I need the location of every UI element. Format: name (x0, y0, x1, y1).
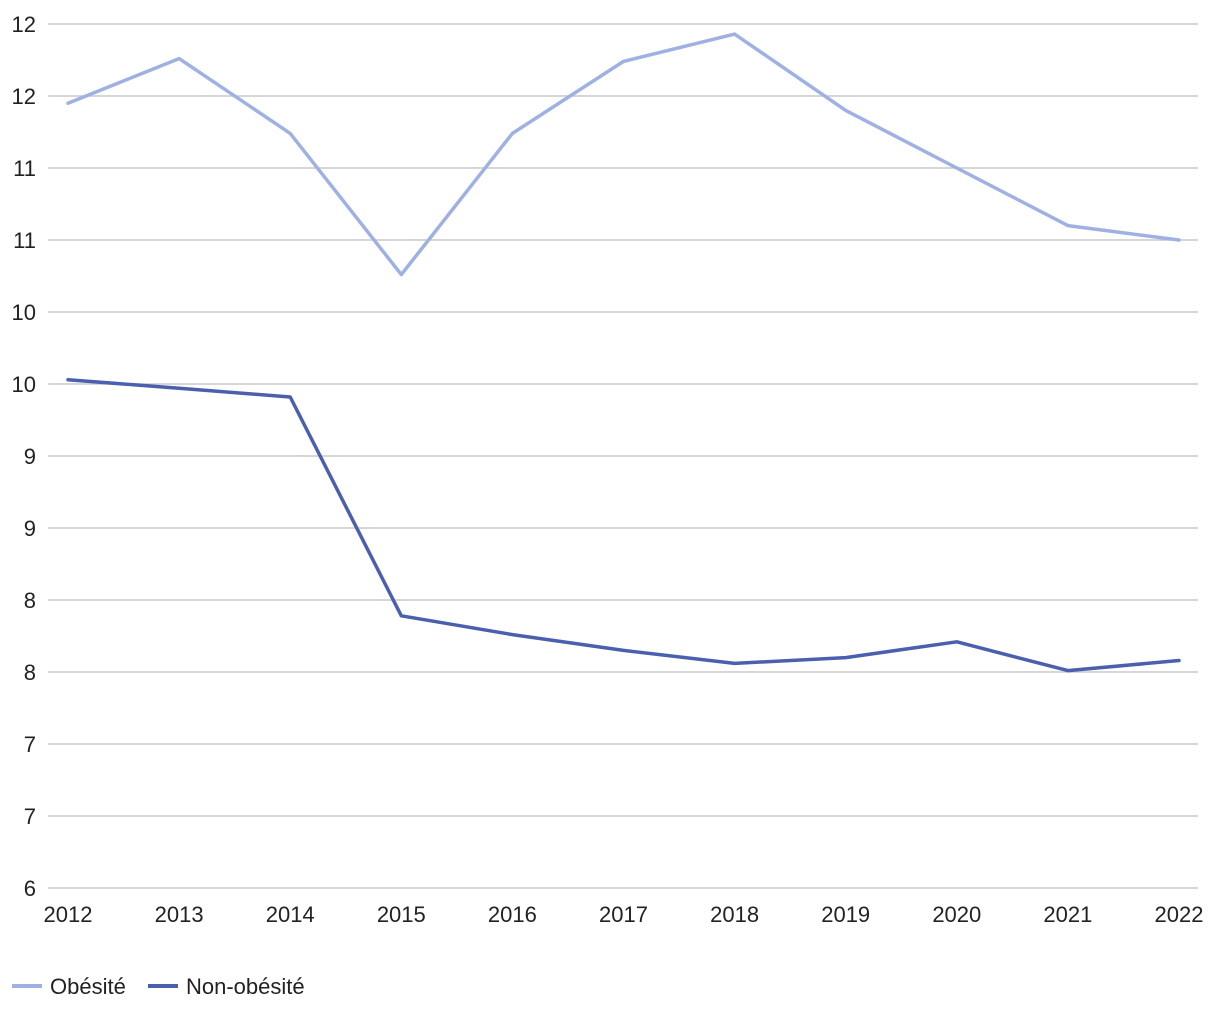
x-tick-label: 2017 (599, 902, 648, 927)
series-line-non-obesite (66, 377, 1181, 673)
x-tick-label: 2020 (932, 902, 981, 927)
x-axis-ticks: 2012 2013 2014 2015 2016 2017 2018 2019 2020 2021… (44, 902, 1204, 927)
y-tick-label: 10 (12, 372, 36, 397)
series-line-obesite (66, 32, 1181, 277)
y-tick-label: 11 (13, 228, 36, 253)
y-tick-label: 7 (24, 804, 36, 829)
y-tick-label: 8 (24, 660, 36, 685)
x-tick-label: 2015 (377, 902, 426, 927)
x-tick-label: 2022 (1155, 902, 1204, 927)
x-tick-label: 2012 (44, 902, 93, 927)
x-tick-label: 2016 (488, 902, 537, 927)
legend-label-obesite: Obésité (50, 974, 126, 999)
gridlines (48, 23, 1198, 889)
y-tick-label: 9 (24, 444, 36, 469)
x-tick-label: 2013 (155, 902, 204, 927)
series-lines (66, 32, 1181, 673)
y-tick-label: 8 (24, 588, 36, 613)
y-tick-label: 11 (13, 156, 36, 181)
x-tick-label: 2019 (821, 902, 870, 927)
y-tick-label: 7 (24, 732, 36, 757)
y-tick-label: 9 (24, 516, 36, 541)
y-tick-label: 6 (24, 876, 36, 901)
x-tick-label: 2014 (266, 902, 315, 927)
x-tick-label: 2021 (1043, 902, 1092, 927)
x-tick-label: 2018 (710, 902, 759, 927)
legend-label-non-obesite: Non-obésité (186, 974, 305, 999)
y-tick-label: 12 (12, 12, 36, 37)
y-tick-label: 10 (12, 300, 36, 325)
legend: Obésité Non-obésité (12, 974, 305, 999)
y-tick-label: 12 (12, 84, 36, 109)
y-axis-ticks: 6 7 7 8 8 9 9 10 10 11 11 12 12 (12, 12, 36, 901)
